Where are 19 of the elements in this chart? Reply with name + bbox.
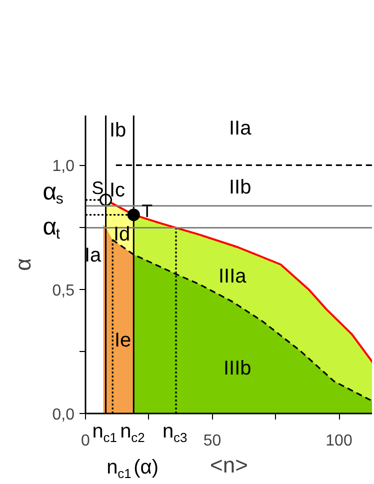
y-tick-label: 1,0 — [52, 158, 75, 176]
x-tick-label: 100 — [326, 432, 352, 450]
x-tick-label: 0 — [81, 432, 90, 450]
annotation: Ib — [110, 120, 126, 142]
y-tick-label: 0,5 — [52, 282, 75, 300]
y-tick-label: 0,0 — [52, 406, 75, 424]
x-axis-title: <n> — [210, 452, 248, 478]
annotation: IIb — [229, 176, 252, 198]
annotation: S — [92, 178, 104, 198]
annotation: T — [142, 200, 153, 221]
annotation: IIIa — [218, 266, 248, 288]
annotation: IIIb — [224, 358, 252, 380]
x-tick-label: 50 — [203, 432, 222, 450]
annotation: IIa — [229, 118, 252, 140]
annotation: Id — [114, 224, 130, 246]
annotation: Ic — [110, 180, 126, 202]
annotation: Ie — [114, 330, 132, 352]
annotation: Ia — [84, 244, 102, 266]
y-axis-title: α — [10, 258, 36, 271]
